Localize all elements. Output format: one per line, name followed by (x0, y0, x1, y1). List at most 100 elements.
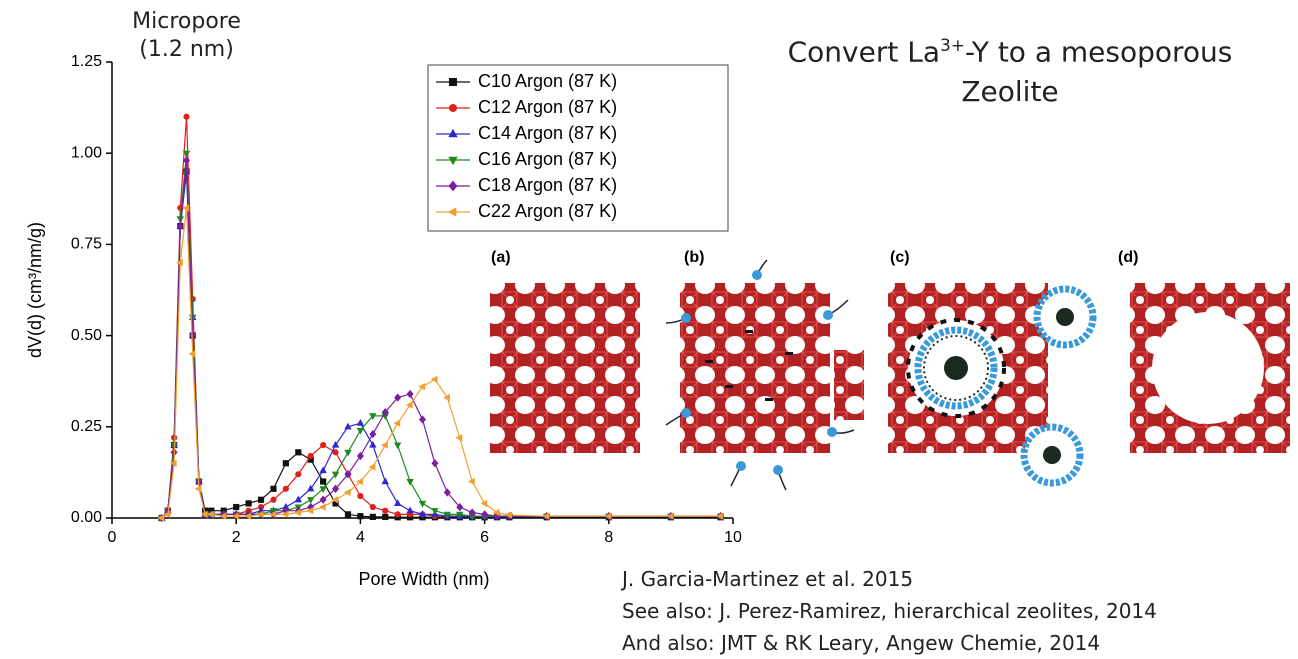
marker (604, 512, 612, 520)
marker (163, 510, 171, 519)
marker (320, 441, 327, 449)
marker (183, 156, 191, 165)
marker (232, 512, 239, 520)
marker (332, 449, 339, 456)
marker (257, 496, 265, 503)
marker (344, 511, 352, 518)
caption-line: And also: JMT & RK Leary, Angew Chemie, … (622, 631, 1101, 655)
marker (219, 512, 227, 520)
heading-text: Convert La (787, 35, 940, 69)
marker (406, 506, 414, 514)
caption: J. Garcia-Martinez et al. 2015 See also:… (622, 563, 1157, 659)
panel-label: (d) (1118, 249, 1138, 266)
marker (369, 413, 377, 421)
marker (356, 477, 363, 486)
marker (443, 511, 452, 519)
marker (176, 258, 183, 267)
legend-label: C16 Argon (87 K) (478, 149, 617, 169)
marker (332, 484, 340, 493)
marker (233, 503, 240, 511)
caption-line: See also: J. Perez-Ramirez, hierarchical… (622, 599, 1157, 623)
annotation: Micropore (132, 9, 241, 34)
marker (188, 350, 196, 358)
marker (318, 503, 326, 511)
heading-text: -Y to a mesoporous Zeolite (961, 35, 1233, 109)
marker (542, 512, 550, 520)
marker (481, 510, 489, 519)
heading: Convert La3+-Y to a mesoporous Zeolite (760, 26, 1260, 112)
marker (394, 393, 402, 402)
marker (456, 511, 464, 519)
marker (369, 513, 376, 521)
marker (356, 418, 365, 426)
marker (381, 441, 388, 449)
legend-box (427, 64, 729, 232)
y-tick-label: 0.75 (71, 236, 102, 253)
marker (369, 440, 377, 448)
marker (443, 393, 450, 402)
lattice (490, 283, 640, 453)
marker (357, 493, 364, 500)
marker (344, 470, 352, 479)
marker (431, 508, 439, 515)
panel-label: (a) (491, 249, 511, 266)
lattice-b (665, 259, 864, 491)
marker (295, 471, 302, 478)
legend-label: C18 Argon (87 K) (478, 175, 617, 195)
marker (331, 496, 339, 504)
marker (244, 512, 252, 520)
marker (281, 510, 289, 519)
y-tick-label: 1.00 (71, 144, 102, 161)
marker (319, 466, 327, 474)
marker (406, 478, 414, 486)
marker (455, 434, 463, 442)
legend-marker (449, 104, 457, 112)
x-tick-label: 8 (604, 529, 613, 546)
series (157, 204, 724, 522)
x-tick-label: 0 (108, 529, 117, 546)
marker (369, 429, 377, 439)
marker (319, 486, 327, 493)
marker (344, 449, 352, 457)
marker (406, 389, 414, 399)
marker (169, 459, 177, 467)
marker (418, 415, 427, 424)
marker (282, 485, 289, 492)
legend: C10 Argon (87 K) C12 Argon (87 K) C14 Argo… (427, 64, 729, 232)
marker (182, 150, 191, 158)
x-axis-label: Pore Width (nm) (358, 569, 489, 589)
marker (430, 375, 438, 384)
marker (381, 408, 389, 417)
marker (256, 510, 264, 519)
marker (307, 497, 315, 504)
marker (207, 510, 214, 519)
marker (295, 449, 302, 456)
marker (382, 513, 389, 521)
marker (356, 451, 364, 461)
caption-line: J. Garcia-Martinez et al. 2015 (622, 567, 914, 591)
y-tick-label: 0.00 (71, 509, 102, 526)
marker (393, 442, 402, 450)
diagram: (a) (b) (c) (d) (490, 249, 1290, 491)
marker (331, 471, 340, 479)
marker (394, 511, 401, 518)
marker (393, 419, 401, 427)
y-tick-label: 0.25 (71, 418, 102, 435)
x-tick-label: 10 (724, 529, 742, 546)
marker (492, 508, 500, 517)
marker (194, 485, 202, 493)
marker (307, 452, 314, 460)
marker (319, 495, 327, 504)
annotation: (1.2 nm) (139, 37, 234, 62)
marker (320, 478, 327, 485)
marker (418, 382, 426, 391)
marker (269, 510, 277, 519)
x-tick-label: 2 (232, 529, 241, 546)
marker (294, 495, 303, 503)
marker (456, 502, 464, 512)
legend-marker (448, 128, 458, 138)
marker (716, 512, 724, 520)
marker (418, 500, 427, 508)
